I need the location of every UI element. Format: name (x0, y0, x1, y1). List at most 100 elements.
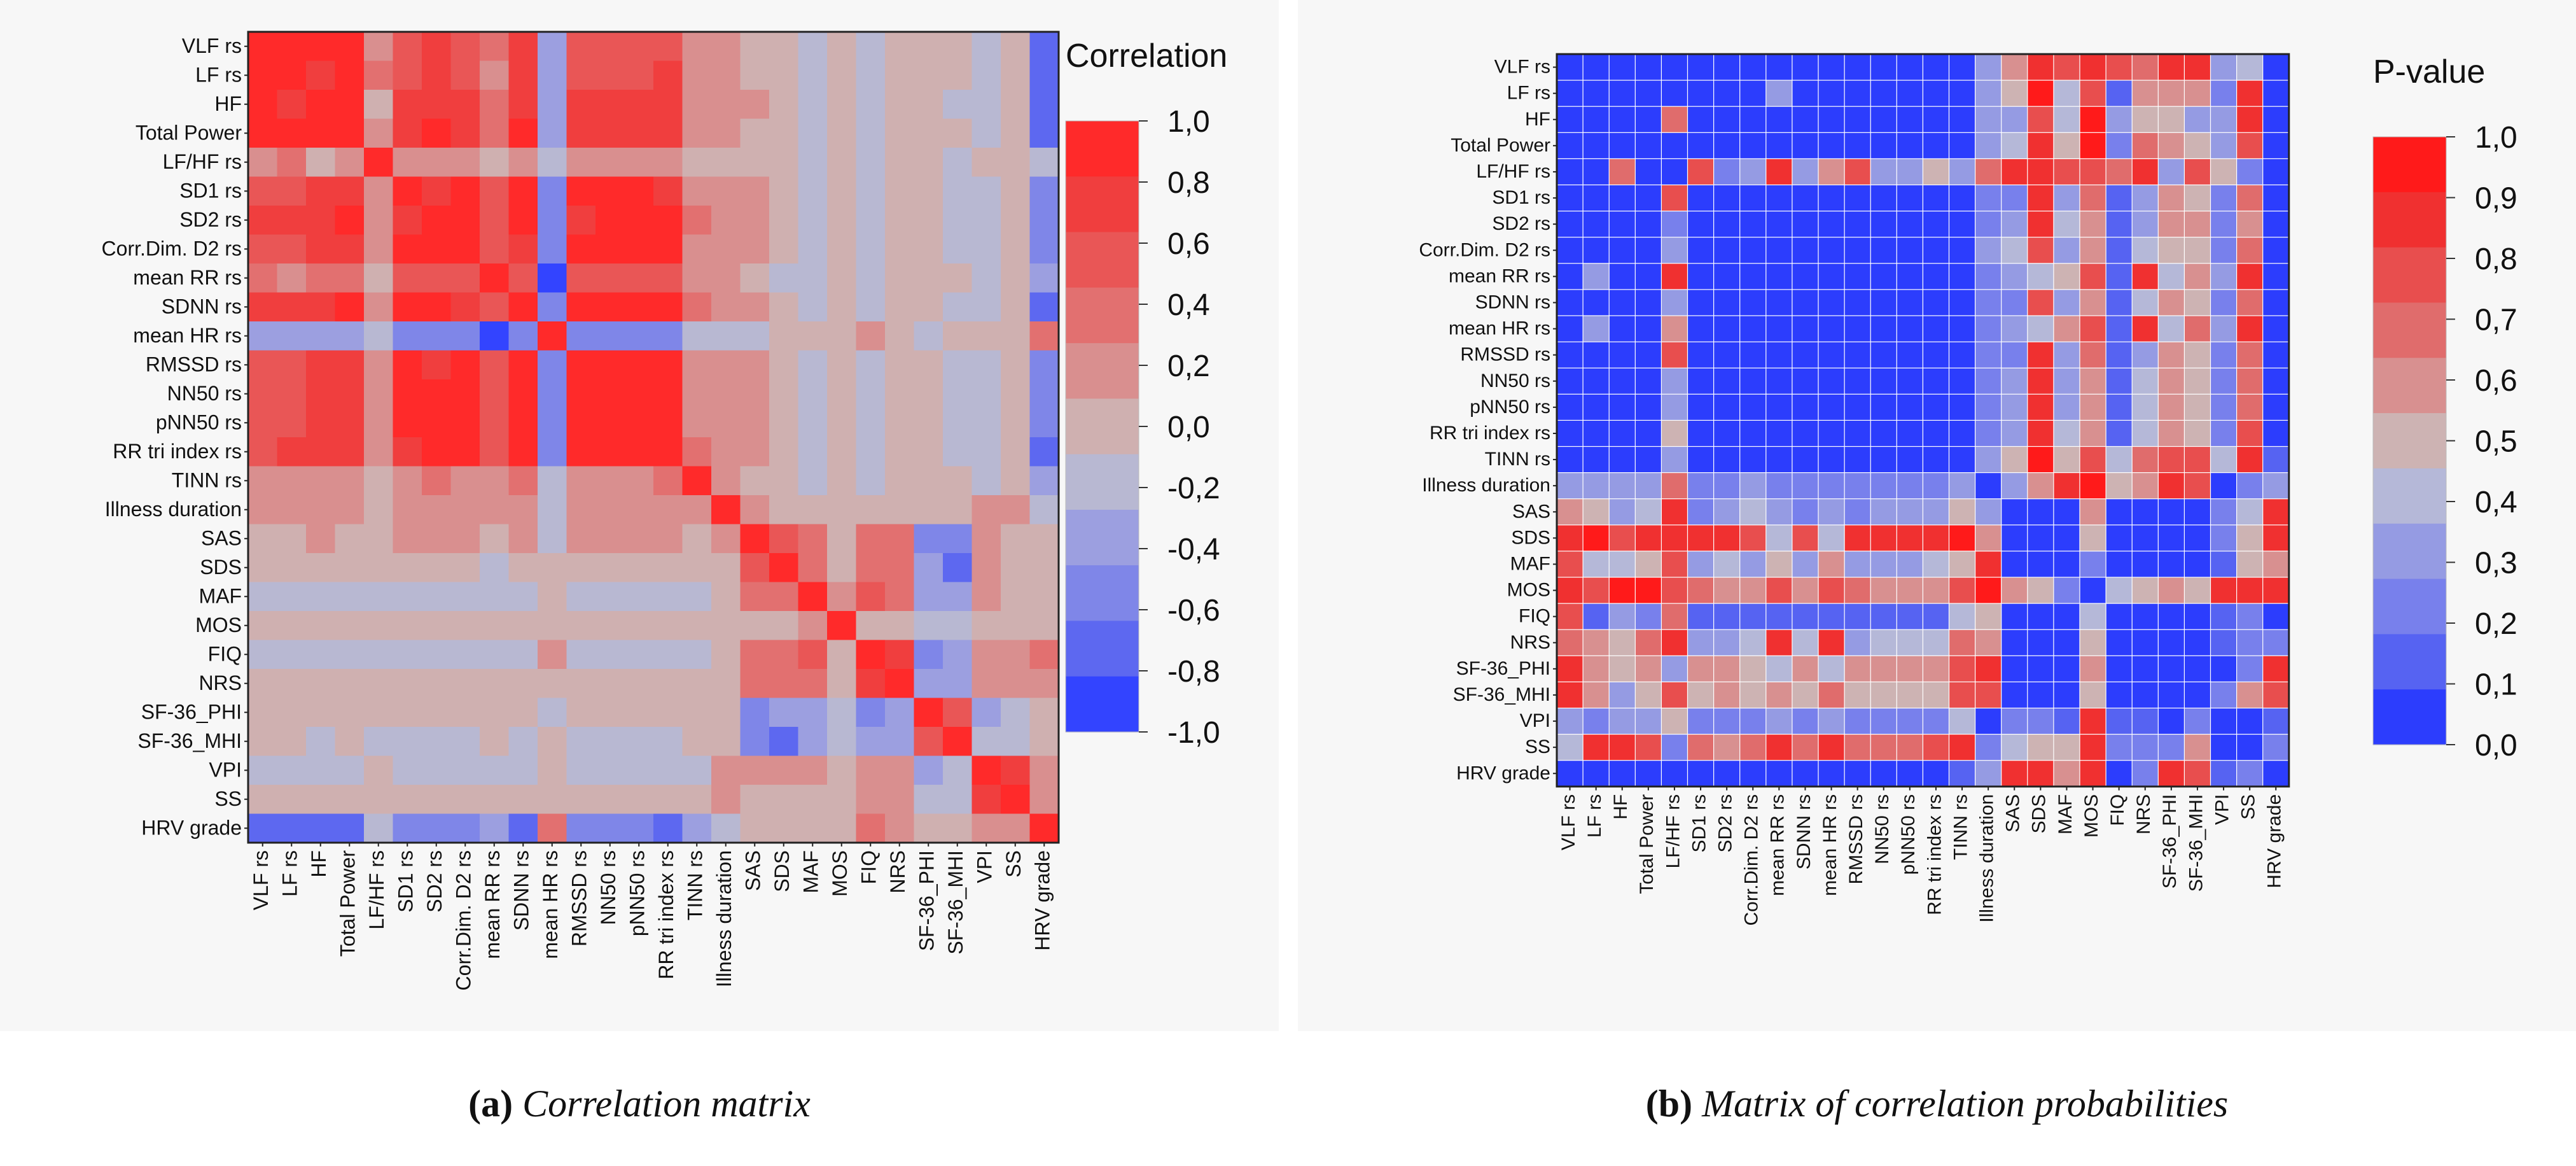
heatmap-cell (2001, 629, 2028, 657)
row-label: Corr.Dim. D2 rs (1419, 239, 1550, 260)
heatmap-cell (2079, 367, 2107, 395)
heatmap-cell (1896, 603, 1924, 631)
heatmap-cell (971, 90, 1001, 120)
plot-frame (247, 31, 1060, 844)
heatmap-cell (1582, 315, 1610, 343)
heatmap-cell (1792, 393, 1820, 421)
heatmap-cell (769, 206, 799, 235)
heatmap-cell (1792, 733, 1820, 761)
heatmap-cell (971, 813, 1001, 843)
heatmap-cell (1634, 681, 1662, 709)
heatmap-cell (1922, 629, 1950, 657)
heatmap-cell (1739, 158, 1767, 186)
heatmap-cell (1896, 315, 1924, 343)
heatmap-cell (2053, 211, 2081, 238)
heatmap-cell (740, 813, 770, 843)
row-label: VLF rs (182, 34, 242, 57)
heatmap-cell (393, 263, 422, 293)
heatmap-cell (1896, 655, 1924, 683)
heatmap-cell (1922, 760, 1950, 787)
heatmap-cell (2183, 53, 2211, 81)
heatmap-cell (277, 495, 307, 525)
heatmap-cell (798, 321, 828, 351)
heatmap-cell (682, 148, 712, 178)
heatmap-cell (2262, 80, 2290, 108)
heatmap-cell (566, 234, 596, 264)
row-label: SDNN rs (1475, 292, 1550, 313)
heatmap-cell (2105, 393, 2133, 421)
heatmap-cell (711, 727, 741, 757)
heatmap-cell (827, 408, 857, 438)
column-label: MAF (799, 850, 822, 894)
heatmap-cell (248, 32, 278, 62)
heatmap-cell (450, 640, 480, 670)
heatmap-cell (971, 206, 1001, 235)
heatmap-cell (769, 495, 799, 525)
heatmap-cell (1029, 785, 1059, 815)
row-label: RR tri index rs (1430, 423, 1550, 444)
heatmap-cell (566, 524, 596, 554)
column-label: TINN rs (1950, 794, 1971, 860)
heatmap-cell (1556, 760, 1584, 787)
heatmap-cell (480, 292, 510, 322)
heatmap-cell (971, 263, 1001, 293)
heatmap-cell (740, 118, 770, 148)
heatmap-cell (1713, 446, 1741, 474)
heatmap-cell (740, 32, 770, 62)
heatmap-cell (1001, 640, 1031, 670)
heatmap-cell (914, 669, 943, 699)
heatmap-cell (711, 118, 741, 148)
heatmap-cell (364, 755, 394, 785)
heatmap-cell (1896, 53, 1924, 81)
heatmap-cell (422, 524, 452, 554)
heatmap-cell (624, 698, 654, 727)
heatmap-cell (1948, 498, 1976, 526)
heatmap-cell (711, 60, 741, 90)
colorbar-swatch (1066, 121, 1139, 177)
heatmap-cell (566, 466, 596, 496)
heatmap-cell (538, 148, 567, 178)
heatmap-cell (885, 118, 915, 148)
colorbar-tick-label: 0,2 (1167, 349, 1210, 383)
column-label: LF rs (1584, 794, 1605, 838)
heatmap-cell (1792, 446, 1820, 474)
heatmap-cell (538, 90, 567, 120)
heatmap-cell (595, 408, 625, 438)
heatmap-cell (248, 118, 278, 148)
heatmap-cell (1713, 184, 1741, 212)
heatmap-cell (2236, 551, 2264, 579)
heatmap-cell (943, 495, 973, 525)
heatmap-cell (1687, 80, 1715, 108)
heatmap-cell (856, 234, 886, 264)
colorbar-tick-label: 0,9 (2475, 182, 2517, 216)
heatmap-cell (1634, 367, 1662, 395)
heatmap-cell (1870, 655, 1898, 683)
heatmap-cell (1896, 733, 1924, 761)
heatmap-cell (740, 234, 770, 264)
heatmap-cell (740, 553, 770, 583)
heatmap-cell (1556, 393, 1584, 421)
heatmap-cell (1974, 629, 2002, 657)
heatmap-cell (1922, 106, 1950, 134)
heatmap-cell (1660, 393, 1688, 421)
column-label: NN50 rs (1872, 794, 1893, 864)
heatmap-cell (1713, 289, 1741, 317)
heatmap-cell (682, 437, 712, 467)
heatmap-cell (740, 437, 770, 467)
colorbar-tick-label: 0,8 (2475, 242, 2517, 276)
heatmap-cell (450, 176, 480, 206)
column-label: MOS (2081, 794, 2102, 838)
heatmap-cell (595, 263, 625, 293)
heatmap-cell (2131, 80, 2159, 108)
heatmap-cell (480, 350, 510, 380)
caption-b-text: Matrix of correlation probabilities (1702, 1083, 2229, 1125)
heatmap-cell (2105, 472, 2133, 500)
heatmap-cell (971, 785, 1001, 815)
heatmap-cell (1844, 760, 1872, 787)
heatmap-cell (566, 698, 596, 727)
heatmap-cell (248, 263, 278, 293)
heatmap-cell (2183, 419, 2211, 447)
heatmap-cell (1660, 132, 1688, 160)
heatmap-cell (335, 263, 365, 293)
colorbar-swatch (1066, 176, 1139, 233)
